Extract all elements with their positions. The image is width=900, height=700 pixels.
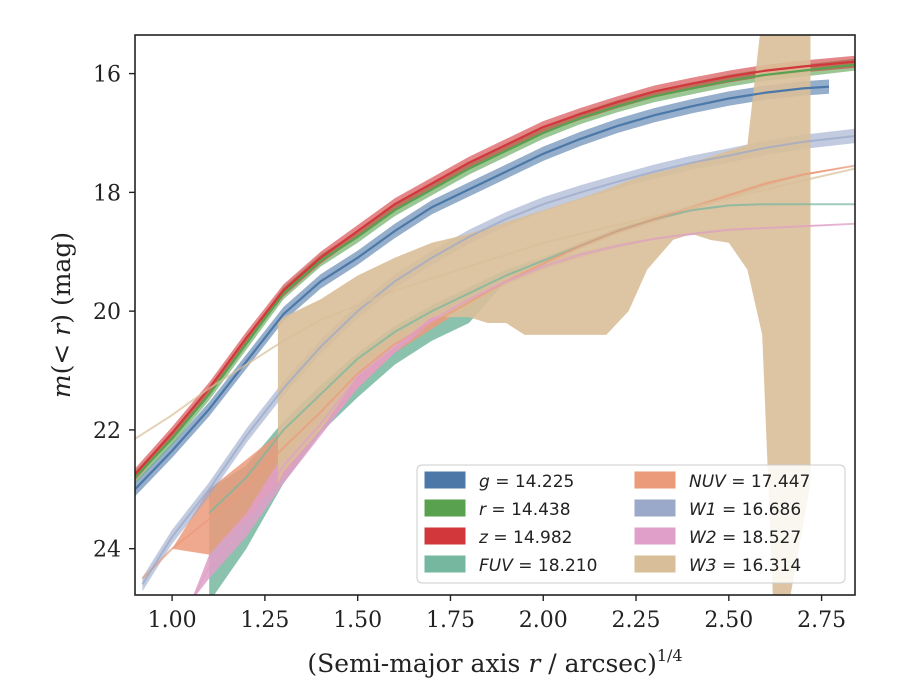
band-w3	[277, 35, 811, 595]
x-tick-label: 1.50	[333, 608, 382, 633]
legend-item-w3: W3 = 16.314	[634, 555, 801, 576]
legend-item-g: g = 14.225	[424, 471, 574, 492]
legend-item-w1: W1 = 16.686	[634, 499, 801, 520]
legend-swatch	[634, 499, 676, 517]
y-tick-label: 20	[93, 300, 121, 325]
legend-item-fuv: FUV = 18.210	[424, 555, 597, 576]
line-nuv	[141, 164, 855, 580]
band-nuv	[142, 165, 855, 579]
legend-label: NUV = 17.447	[689, 472, 810, 492]
x-axis-ticks: 1.00 1.25 1.50 1.75 2.00 2.25 2.50 2.75	[148, 595, 846, 633]
legend-items: g = 14.225 r = 14.438 z = 14.982 FUV = 18.2…	[424, 471, 810, 576]
line-z	[135, 60, 855, 476]
legend-swatch	[424, 527, 466, 545]
x-tick-label: 2.75	[797, 608, 846, 633]
legend-item-r: r = 14.438	[424, 499, 571, 520]
band-w1	[142, 128, 855, 592]
uncertainty-bands	[135, 35, 855, 595]
line-g	[135, 85, 830, 491]
y-tick-label: 16	[93, 63, 121, 88]
legend-swatch	[424, 555, 466, 573]
line-fuv	[208, 203, 855, 514]
x-tick-label: 1.00	[148, 608, 197, 633]
legend: g = 14.225 r = 14.438 z = 14.982 FUV = 18.2…	[416, 464, 846, 584]
legend-swatch	[424, 471, 466, 489]
line-w1	[141, 135, 855, 585]
line-w3	[135, 167, 855, 440]
legend-label: r = 14.438	[479, 500, 571, 520]
x-tick-label: 2.25	[612, 608, 661, 633]
legend-item-w2: W2 = 18.527	[634, 527, 801, 548]
y-tick-label: 24	[93, 538, 121, 563]
line-w2	[193, 222, 855, 595]
legend-label: W2 = 18.527	[689, 528, 801, 548]
legend-label: g = 14.225	[479, 472, 574, 492]
x-axis-label: (Semi-major axis r / arcsec)1/4	[307, 646, 682, 678]
y-axis-label: m(< r) (mag)	[47, 232, 76, 398]
legend-label: z = 14.982	[478, 528, 572, 548]
x-tick-label: 2.00	[519, 608, 568, 633]
plot-frame	[134, 34, 856, 596]
legend-swatch	[634, 527, 676, 545]
legend-swatch	[634, 555, 676, 573]
legend-label: W3 = 16.314	[689, 556, 801, 576]
y-axis-ticks: 16 18 20 22 24	[93, 63, 135, 563]
y-tick-label: 22	[93, 419, 121, 444]
legend-item-nuv: NUV = 17.447	[634, 471, 810, 492]
legend-box	[416, 464, 846, 584]
legend-label: W1 = 16.686	[689, 500, 801, 520]
x-tick-label: 1.75	[426, 608, 475, 633]
x-tick-label: 2.50	[704, 608, 753, 633]
y-tick-label: 18	[93, 181, 121, 206]
series-lines	[135, 60, 855, 595]
legend-label: FUV = 18.210	[479, 556, 597, 576]
line-r	[135, 63, 855, 479]
legend-swatch	[424, 499, 466, 517]
legend-swatch	[634, 471, 676, 489]
legend-item-z: z = 14.982	[424, 527, 572, 548]
x-tick-label: 1.25	[240, 608, 289, 633]
